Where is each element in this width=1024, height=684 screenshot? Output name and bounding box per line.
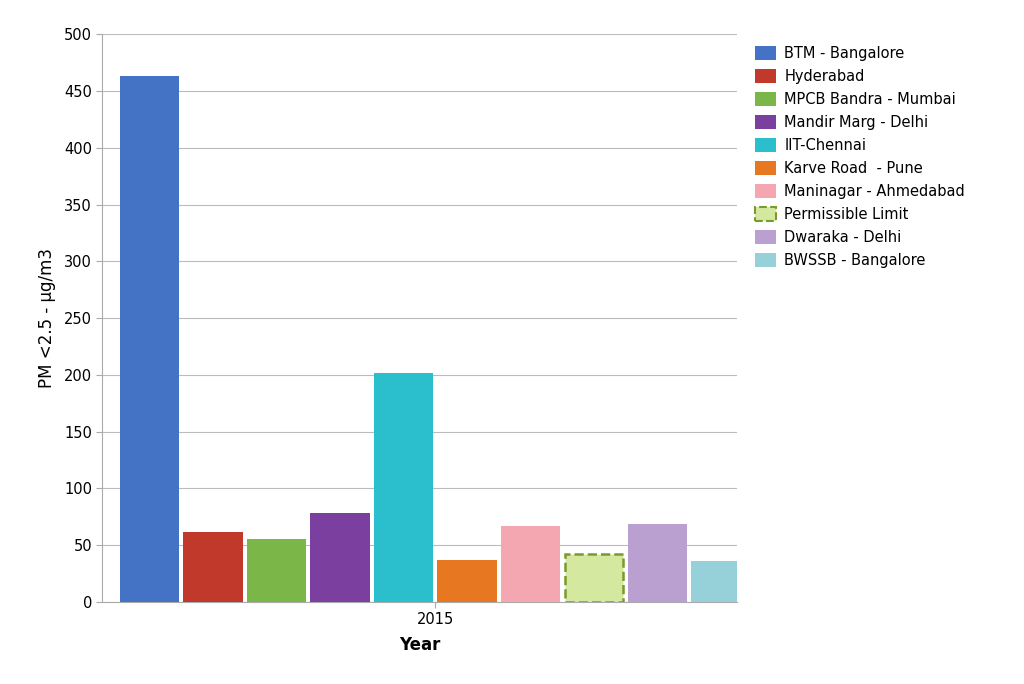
Bar xyxy=(628,523,687,602)
X-axis label: Year: Year xyxy=(399,635,440,654)
Bar xyxy=(501,526,560,602)
Bar xyxy=(183,531,243,602)
Bar xyxy=(691,561,751,602)
Bar xyxy=(374,373,433,602)
Bar xyxy=(565,554,623,602)
Bar xyxy=(120,76,179,602)
Bar xyxy=(437,560,497,602)
Legend: BTM - Bangalore, Hyderabad, MPCB Bandra - Mumbai, Mandir Marg - Delhi, IIT-Chenn: BTM - Bangalore, Hyderabad, MPCB Bandra … xyxy=(751,42,970,272)
Bar xyxy=(310,514,370,602)
Bar xyxy=(247,540,306,602)
Y-axis label: PM <2.5 - μg/m3: PM <2.5 - μg/m3 xyxy=(38,248,55,388)
